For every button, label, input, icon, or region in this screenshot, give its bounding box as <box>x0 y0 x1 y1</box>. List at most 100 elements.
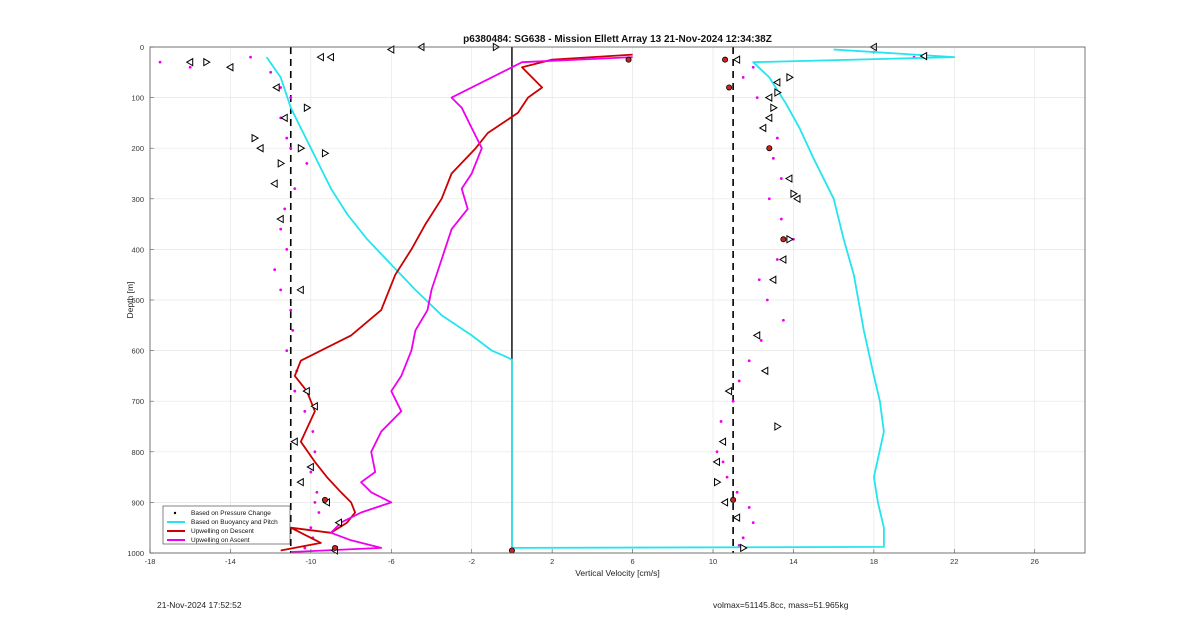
pressure-dot <box>715 450 719 454</box>
y-tick-label: 100 <box>131 94 144 103</box>
triangle-left-marker <box>386 45 395 54</box>
pressure-dot <box>305 161 309 165</box>
legend-label: Based on Buoyancy and Pitch <box>191 519 278 526</box>
pressure-dot <box>719 420 723 423</box>
triangle-left-marker <box>792 194 801 204</box>
pressure-dot <box>303 409 307 413</box>
triangle-left-marker <box>764 93 773 102</box>
triangle-right-marker <box>203 57 211 67</box>
pressure-dot <box>269 70 273 74</box>
upwelling-on-descent-line <box>280 53 633 552</box>
pressure-dot <box>279 288 283 292</box>
pressure-dot <box>289 308 293 312</box>
triangle-left-marker <box>306 462 314 472</box>
triangle-left-marker <box>724 386 733 396</box>
pressure-dot <box>767 197 771 201</box>
legend-box <box>162 505 291 545</box>
red-dot-marker <box>321 496 328 503</box>
pressure-dot <box>779 177 783 180</box>
triangle-left-marker <box>272 83 280 92</box>
pressure-dot <box>751 521 755 525</box>
triangle-right-marker <box>740 543 748 553</box>
legend-label: Upwelling on Ascent <box>191 537 250 544</box>
chart-title: p6380484: SG638 - Mission Ellett Array 1… <box>463 34 772 45</box>
triangle-right-marker <box>321 148 330 158</box>
pressure-dot <box>759 339 763 342</box>
red-dot-marker <box>508 547 515 554</box>
red-dot-marker <box>780 236 787 243</box>
triangle-left-marker <box>768 275 777 285</box>
data-markers <box>185 42 928 555</box>
pressure-dot <box>273 268 277 272</box>
pressure-dot <box>775 136 779 140</box>
triangle-left-marker <box>256 143 264 153</box>
pressure-dot <box>285 136 289 140</box>
pressure-dot <box>293 389 297 393</box>
red-dot-marker <box>331 544 338 551</box>
pressure-dot <box>721 460 725 464</box>
pressure-dot <box>751 65 755 69</box>
pressure-dot <box>741 75 745 79</box>
pressure-dot <box>279 227 283 231</box>
pressure-dot <box>765 298 769 302</box>
triangle-left-marker <box>919 51 928 61</box>
x-tick-label: 10 <box>709 557 717 566</box>
pressure-dot <box>779 217 783 221</box>
red-dot-marker <box>625 56 632 63</box>
y-tick-label: 300 <box>131 195 144 204</box>
pressure-dot <box>771 156 775 160</box>
y-tick-label: 900 <box>131 498 144 507</box>
triangle-right-marker <box>786 234 794 244</box>
red-dot-marker <box>726 84 733 91</box>
y-tick-labels: 0 100 200 300 400 500 600 700 800 900 1000 <box>127 43 154 558</box>
pressure-dot <box>315 490 319 494</box>
x-tick-label: 22 <box>950 557 958 566</box>
triangle-left-marker <box>760 366 769 376</box>
legend-label: Based on Pressure Change <box>191 510 271 517</box>
triangle-left-marker <box>718 437 727 447</box>
x-tick-labels: -18 -14 -10 -6 -2 2 6 10 14 18 22 26 <box>145 549 1039 566</box>
x-tick-label: -10 <box>305 557 316 566</box>
pressure-dot <box>249 55 252 59</box>
pressure-dot <box>285 248 289 251</box>
triangle-left-marker <box>280 113 288 123</box>
y-tick-label: 1000 <box>127 549 144 558</box>
y-tick-label: 200 <box>131 144 144 153</box>
triangle-left-marker <box>310 401 318 411</box>
triangle-left-marker <box>712 457 721 467</box>
triangle-left-marker <box>270 179 278 188</box>
pressure-dot <box>737 544 741 547</box>
pressure-dot <box>311 430 315 433</box>
triangle-left-marker <box>752 331 761 340</box>
pressure-dot <box>755 96 759 99</box>
triangle-right-marker <box>786 72 794 82</box>
triangle-right-marker <box>770 103 778 113</box>
triangle-left-marker <box>276 214 284 224</box>
pressure-dot <box>731 399 735 403</box>
pressure-dot <box>289 146 293 150</box>
footer-timestamp: 21-Nov-2024 17:52:52 <box>157 600 242 610</box>
pressure-dot <box>285 349 289 352</box>
triangle-left-marker <box>185 57 194 67</box>
pressure-dot <box>747 506 751 509</box>
x-tick-label: -2 <box>468 557 475 566</box>
pressure-dot <box>309 470 313 474</box>
triangle-left-marker <box>296 477 304 487</box>
chart-legend: Based on Pressure Change Based on Buoyanc… <box>162 505 291 545</box>
triangle-left-marker <box>302 386 310 396</box>
triangle-left-marker <box>772 78 781 87</box>
triangle-right-marker <box>303 103 312 113</box>
triangle-right-marker <box>790 189 798 199</box>
triangle-left-marker <box>784 174 793 183</box>
red-dot-marker <box>722 56 729 63</box>
triangle-left-marker <box>225 62 234 72</box>
pressure-dot <box>317 511 321 514</box>
triangle-left-marker <box>732 55 741 65</box>
pressure-dot <box>781 318 785 322</box>
pressure-dot <box>313 450 317 454</box>
x-tick-label: 26 <box>1031 557 1039 566</box>
y-tick-label: 700 <box>131 397 144 406</box>
x-axis-label: Vertical Velocity [cm/s] <box>575 568 660 578</box>
grid-lines <box>149 46 1085 554</box>
